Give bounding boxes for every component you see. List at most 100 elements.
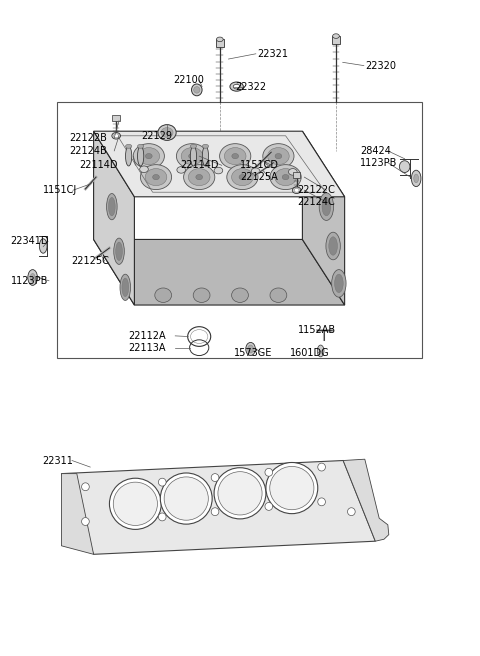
Ellipse shape	[145, 154, 152, 159]
Ellipse shape	[155, 288, 172, 302]
Ellipse shape	[265, 468, 273, 476]
Text: 22129: 22129	[142, 131, 173, 142]
Ellipse shape	[137, 146, 144, 166]
Bar	[332, 36, 340, 44]
Ellipse shape	[219, 144, 251, 169]
Text: 22341D: 22341D	[11, 236, 49, 247]
Ellipse shape	[322, 197, 331, 216]
Text: 22113A: 22113A	[129, 342, 166, 353]
Ellipse shape	[192, 84, 202, 96]
Ellipse shape	[332, 270, 346, 297]
Ellipse shape	[414, 174, 419, 182]
Ellipse shape	[230, 82, 243, 91]
Ellipse shape	[318, 463, 325, 471]
Ellipse shape	[114, 238, 124, 264]
Ellipse shape	[109, 478, 161, 529]
Text: 1601DG: 1601DG	[290, 348, 330, 358]
Ellipse shape	[288, 169, 297, 175]
Ellipse shape	[399, 161, 410, 173]
Text: 22311: 22311	[42, 455, 73, 466]
Ellipse shape	[335, 274, 343, 293]
Ellipse shape	[196, 174, 203, 180]
Ellipse shape	[153, 174, 159, 180]
Text: 22322: 22322	[235, 81, 266, 92]
Text: 1573GE: 1573GE	[234, 348, 273, 358]
Polygon shape	[61, 474, 94, 554]
Ellipse shape	[411, 171, 421, 186]
Ellipse shape	[190, 144, 197, 148]
Ellipse shape	[181, 148, 203, 165]
Text: 1123PB: 1123PB	[11, 276, 48, 286]
Text: 22100: 22100	[173, 75, 204, 85]
Ellipse shape	[231, 169, 253, 186]
Ellipse shape	[275, 169, 296, 186]
Ellipse shape	[183, 165, 215, 190]
Ellipse shape	[266, 462, 318, 514]
Bar	[112, 115, 120, 121]
Ellipse shape	[190, 146, 197, 166]
Ellipse shape	[275, 154, 282, 159]
Ellipse shape	[126, 144, 132, 148]
Text: 1151CJ: 1151CJ	[43, 185, 77, 195]
Text: 1152AB: 1152AB	[298, 325, 336, 335]
Ellipse shape	[211, 508, 219, 516]
Ellipse shape	[114, 134, 119, 138]
Ellipse shape	[248, 345, 253, 353]
Ellipse shape	[329, 237, 337, 255]
Ellipse shape	[145, 169, 167, 186]
Ellipse shape	[292, 187, 301, 194]
Ellipse shape	[82, 518, 89, 525]
Ellipse shape	[39, 239, 47, 253]
Ellipse shape	[116, 242, 122, 260]
Ellipse shape	[161, 127, 173, 137]
Polygon shape	[61, 461, 375, 554]
Ellipse shape	[294, 188, 299, 192]
Text: 22114D: 22114D	[79, 160, 118, 171]
Ellipse shape	[164, 477, 208, 520]
Ellipse shape	[202, 146, 208, 166]
Ellipse shape	[318, 498, 325, 506]
Text: 22124C: 22124C	[298, 197, 336, 207]
Ellipse shape	[177, 167, 185, 173]
Ellipse shape	[113, 482, 157, 525]
Ellipse shape	[202, 144, 208, 148]
Text: 22112A: 22112A	[129, 331, 166, 341]
Ellipse shape	[319, 193, 334, 220]
Ellipse shape	[263, 144, 294, 169]
Text: 1151CD: 1151CD	[240, 160, 279, 171]
Ellipse shape	[270, 165, 301, 190]
Ellipse shape	[30, 274, 35, 281]
Ellipse shape	[282, 174, 289, 180]
Ellipse shape	[108, 197, 115, 216]
Ellipse shape	[270, 288, 287, 302]
Ellipse shape	[267, 148, 289, 165]
Ellipse shape	[112, 133, 120, 139]
Ellipse shape	[211, 474, 219, 482]
Polygon shape	[94, 239, 345, 305]
Ellipse shape	[189, 154, 195, 159]
Ellipse shape	[158, 478, 166, 486]
Ellipse shape	[333, 33, 339, 39]
Text: 22321: 22321	[257, 49, 288, 59]
Text: 22122B: 22122B	[70, 133, 108, 143]
Ellipse shape	[193, 288, 210, 302]
Ellipse shape	[188, 169, 210, 186]
Ellipse shape	[232, 154, 239, 159]
Ellipse shape	[133, 144, 164, 169]
Ellipse shape	[227, 165, 258, 190]
Ellipse shape	[233, 84, 240, 89]
Polygon shape	[302, 131, 345, 305]
Ellipse shape	[138, 148, 159, 165]
Text: 22125A: 22125A	[240, 172, 278, 182]
Bar	[293, 172, 300, 178]
Ellipse shape	[82, 483, 89, 491]
Ellipse shape	[218, 472, 262, 515]
Ellipse shape	[160, 473, 212, 524]
Ellipse shape	[176, 144, 207, 169]
Text: 22125C: 22125C	[71, 256, 109, 266]
Text: 28424: 28424	[360, 146, 391, 156]
Bar	[216, 39, 224, 47]
Text: 1123PB: 1123PB	[360, 157, 397, 168]
Polygon shape	[94, 131, 345, 197]
Ellipse shape	[214, 468, 266, 519]
